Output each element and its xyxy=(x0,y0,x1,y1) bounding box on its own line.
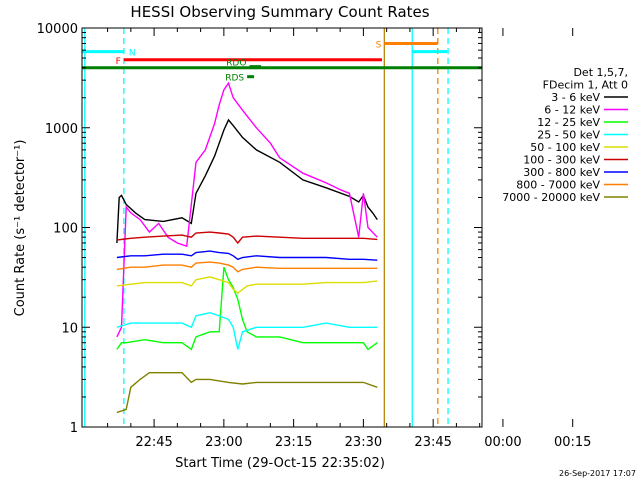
legend-label-7: 800 - 7000 keV xyxy=(516,179,600,192)
legend-label-0: 3 - 6 keV xyxy=(551,91,600,104)
y-tick-label-0: 1 xyxy=(70,421,78,436)
x-tick-label-4: 23:45 xyxy=(414,435,451,450)
annotation-bars: NF S RDS RDO xyxy=(82,40,482,84)
series-layer xyxy=(116,81,378,414)
x-tick-label-0: 22:45 xyxy=(135,435,172,450)
series-line-6 xyxy=(116,250,378,261)
legend-label-6: 300 - 800 keV xyxy=(523,166,600,179)
legend-header-0: Det 1,5,7, xyxy=(573,66,628,79)
series-line-5 xyxy=(116,231,378,245)
annotation-label-0: N xyxy=(129,49,136,59)
x-axis-label: Start Time (29-Oct-15 22:35:02) xyxy=(175,456,385,471)
x-tick-label-1: 23:00 xyxy=(205,435,242,450)
annotation-label-5: RDS xyxy=(225,74,244,84)
legend-label-4: 50 - 100 keV xyxy=(530,141,600,154)
y-tick-label-2: 100 xyxy=(53,222,78,237)
annotation-label-2: F xyxy=(116,57,121,67)
annotation-label-6: RDO xyxy=(226,59,246,69)
y-tick-label-1: 10 xyxy=(61,321,78,336)
y-tick-label-3: 1000 xyxy=(45,122,78,137)
series-line-2 xyxy=(116,266,378,351)
legend-label-2: 12 - 25 keV xyxy=(537,116,600,129)
x-tick-label-2: 23:15 xyxy=(275,435,312,450)
legend-label-1: 6 - 12 keV xyxy=(544,104,600,117)
legend-label-3: 25 - 50 keV xyxy=(537,129,600,142)
series-line-8 xyxy=(116,372,378,414)
x-axis: 22:45 23:00 23:15 23:30 23:45 00:00 00:15 xyxy=(107,28,591,450)
annotation-label-3: S xyxy=(376,40,382,50)
plot-area xyxy=(81,27,483,428)
x-tick-label-5: 00:00 xyxy=(484,435,521,450)
y-tick-label-4: 10000 xyxy=(37,22,78,37)
x-tick-label-6: 00:15 xyxy=(554,435,591,450)
series-line-3 xyxy=(116,311,378,350)
chart-title: HESSI Observing Summary Count Rates xyxy=(130,3,429,21)
y-axis-label: Count Rate (s⁻¹ detector⁻¹) xyxy=(13,140,28,317)
series-line-7 xyxy=(116,261,378,273)
vertical-markers xyxy=(84,28,449,427)
series-line-4 xyxy=(116,276,378,294)
series-line-0 xyxy=(116,118,378,244)
legend-label-8: 7000 - 20000 keV xyxy=(502,191,600,204)
y-axis: 1 10 100 1000 10000 xyxy=(37,22,482,436)
legend-label-5: 100 - 300 keV xyxy=(523,154,600,167)
x-tick-label-3: 23:30 xyxy=(345,435,382,450)
legend-header-1: FDecim 1, Att 0 xyxy=(543,79,628,92)
series-line-1 xyxy=(116,81,378,338)
footer-date: 26-Sep-2017 17:07 xyxy=(559,469,636,478)
